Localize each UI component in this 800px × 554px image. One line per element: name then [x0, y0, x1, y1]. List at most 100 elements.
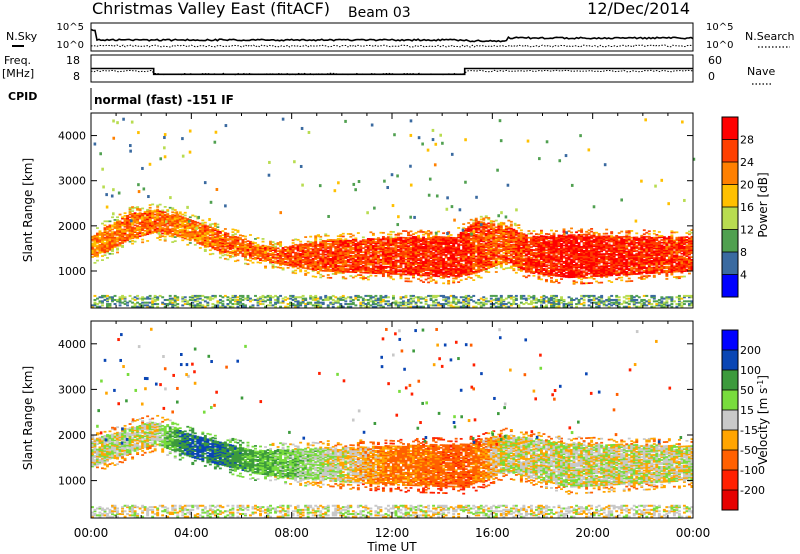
echo-cell	[547, 256, 551, 259]
echo-cell	[231, 251, 235, 254]
echo-cell	[211, 229, 215, 232]
echo-cell	[605, 228, 609, 231]
echo-cell	[602, 246, 606, 249]
echo-cell	[532, 238, 536, 241]
echo-cell	[133, 229, 137, 232]
echo-cell	[218, 240, 222, 243]
echo-cell	[163, 238, 167, 241]
echo-cell	[156, 230, 160, 233]
echo-cell	[146, 222, 150, 225]
echo-cell	[575, 253, 579, 255]
echo-cell	[519, 253, 523, 256]
echo-cell	[605, 273, 609, 276]
echo-cell	[590, 272, 594, 275]
echo-cell	[529, 265, 533, 267]
echo-cell	[404, 270, 408, 273]
echo-cell	[552, 238, 556, 240]
echo-cell	[233, 242, 237, 245]
echo-cell	[457, 260, 461, 263]
echo-cell	[361, 266, 365, 269]
echo-cell	[131, 215, 135, 218]
echo-cell	[449, 247, 453, 250]
echo-cell	[254, 242, 257, 244]
echo-cell	[369, 246, 373, 249]
echo-cell	[394, 267, 398, 270]
echo-cell	[620, 237, 624, 240]
echo-cell	[203, 225, 207, 228]
echo-cell	[552, 232, 556, 235]
echo-cell	[547, 267, 551, 269]
echo-cell	[276, 250, 280, 252]
echo-cell	[319, 267, 323, 269]
echo-cell	[519, 232, 523, 234]
echo-cell	[386, 248, 390, 251]
echo-cell	[539, 248, 543, 251]
echo-cell	[123, 233, 127, 236]
echo-cell	[356, 257, 360, 260]
echo-cell	[625, 275, 629, 277]
echo-cell	[341, 261, 345, 264]
echo-cell	[509, 245, 513, 248]
echo-cell	[201, 231, 205, 234]
echo-cell	[557, 234, 561, 237]
echo-cell	[281, 251, 285, 253]
echo-cell	[414, 252, 418, 255]
echo-cell	[93, 240, 97, 243]
echo-cell	[512, 240, 516, 243]
echo-cell	[156, 211, 160, 214]
echo-cell	[607, 267, 611, 270]
echo-cell	[399, 251, 403, 254]
echo-cell	[366, 255, 370, 258]
echo-cell	[136, 231, 140, 234]
echo-cell	[595, 246, 599, 249]
echo-cell	[218, 248, 222, 251]
echo-cell	[509, 260, 513, 262]
echo-cell	[412, 240, 415, 242]
echo-cell	[183, 233, 187, 236]
echo-cell	[284, 255, 288, 258]
echo-cell	[517, 263, 521, 266]
echo-cell	[474, 233, 478, 236]
echo-cell	[106, 235, 109, 238]
echo-cell	[128, 231, 132, 234]
echo-cell	[168, 224, 172, 227]
echo-cell	[397, 265, 400, 267]
echo-cell	[454, 247, 458, 250]
echo-cell	[136, 226, 140, 229]
echo-cell	[128, 229, 132, 232]
echo-cell	[371, 254, 375, 257]
echo-cell	[457, 269, 461, 271]
echo-cell	[399, 263, 403, 266]
echo-cell	[404, 280, 408, 283]
echo-cell	[389, 268, 393, 271]
echo-cell	[381, 263, 385, 265]
echo-cell	[439, 245, 443, 248]
echo-cell	[264, 249, 267, 252]
echo-cell	[429, 257, 433, 260]
echo-cell	[356, 245, 360, 248]
echo-cell	[186, 233, 190, 235]
echo-cell	[527, 263, 531, 266]
echo-cell	[545, 270, 548, 273]
echo-cell	[346, 270, 350, 273]
echo-cell	[299, 240, 303, 243]
echo-cell	[550, 279, 553, 282]
echo-cell	[592, 236, 596, 238]
echo-cell	[472, 249, 476, 252]
echo-cell	[575, 246, 579, 249]
echo-cell	[364, 277, 368, 279]
echo-cell	[407, 258, 410, 261]
echo-cell	[494, 249, 498, 252]
echo-cell	[291, 259, 295, 262]
echo-cell	[467, 246, 471, 249]
echo-cell	[469, 225, 473, 228]
echo-cell	[412, 273, 415, 276]
echo-cell	[597, 281, 601, 284]
echo-cell	[319, 276, 323, 279]
echo-cell	[444, 264, 448, 267]
echo-cell	[487, 242, 491, 245]
echo-cell	[216, 223, 220, 226]
echo-cell	[565, 251, 568, 254]
echo-cell	[334, 265, 338, 267]
echo-cell	[294, 238, 298, 241]
